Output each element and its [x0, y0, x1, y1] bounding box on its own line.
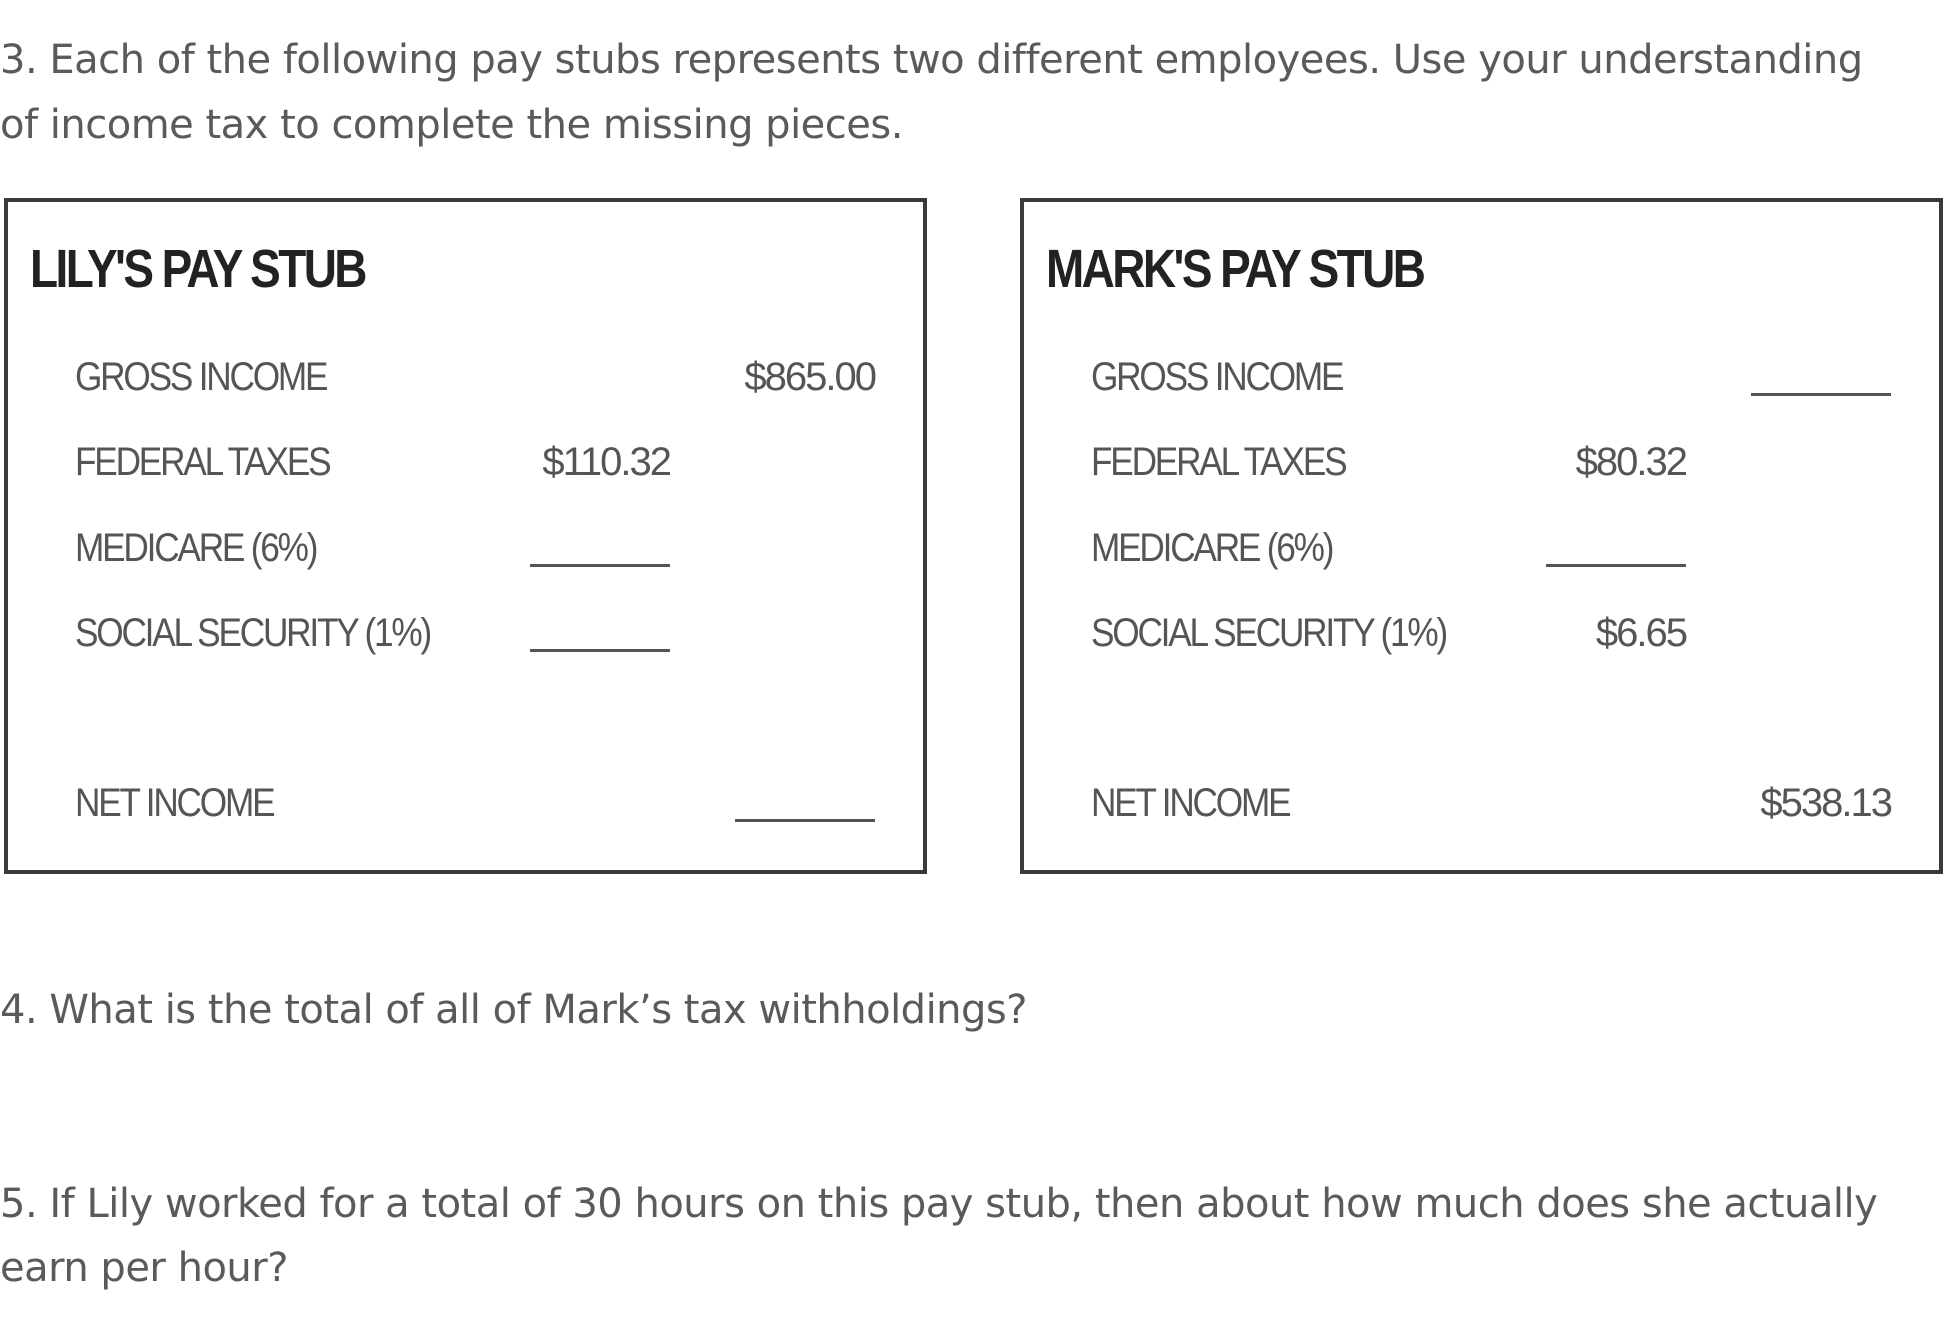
social-security-row: SOCIAL SECURITY (1%): [75, 611, 875, 661]
medicare-row: MEDICARE (6%): [1091, 526, 1891, 576]
gross-income-row: GROSS INCOME: [1091, 355, 1891, 405]
stub-title: LILY'S PAY STUB: [30, 239, 367, 299]
question-3-line-1: 3. Each of the following pay stubs repre…: [0, 37, 1863, 83]
row-label: FEDERAL TAXES: [75, 440, 332, 484]
medicare-blank[interactable]: [1546, 564, 1686, 567]
question-4: 4. What is the total of all of Mark’s ta…: [0, 987, 1028, 1033]
row-label: MEDICARE (6%): [75, 526, 319, 570]
federal-taxes-value: $110.32: [542, 440, 672, 484]
federal-taxes-row: FEDERAL TAXES $110.32: [75, 440, 875, 490]
social-security-row: SOCIAL SECURITY (1%) $6.65: [1091, 611, 1891, 661]
row-label: SOCIAL SECURITY (1%): [75, 611, 432, 655]
gross-income-value: $865.00: [744, 355, 877, 399]
net-income-blank[interactable]: [735, 819, 875, 822]
row-label: GROSS INCOME: [75, 355, 329, 399]
row-label: MEDICARE (6%): [1091, 526, 1335, 570]
federal-taxes-row: FEDERAL TAXES $80.32: [1091, 440, 1891, 490]
row-label: GROSS INCOME: [1091, 355, 1345, 399]
net-income-row: NET INCOME: [75, 781, 875, 831]
gross-income-row: GROSS INCOME $865.00: [75, 355, 877, 405]
question-5-line-2: earn per hour?: [0, 1245, 288, 1291]
question-3-line-2: of income tax to complete the missing pi…: [0, 102, 903, 148]
social-security-blank[interactable]: [530, 649, 670, 652]
mark-pay-stub: MARK'S PAY STUB GROSS INCOME FEDERAL TAX…: [1020, 198, 1943, 874]
net-income-row: NET INCOME $538.13: [1091, 781, 1893, 831]
social-security-value: $6.65: [1595, 611, 1688, 655]
row-label: FEDERAL TAXES: [1091, 440, 1348, 484]
net-income-value: $538.13: [1760, 781, 1893, 825]
lily-pay-stub: LILY'S PAY STUB GROSS INCOME $865.00 FED…: [4, 198, 927, 874]
row-label: SOCIAL SECURITY (1%): [1091, 611, 1448, 655]
federal-taxes-value: $80.32: [1575, 440, 1688, 484]
medicare-blank[interactable]: [530, 564, 670, 567]
question-5-line-1: 5. If Lily worked for a total of 30 hour…: [0, 1181, 1878, 1227]
stub-title: MARK'S PAY STUB: [1046, 239, 1426, 299]
gross-income-blank[interactable]: [1751, 393, 1891, 396]
medicare-row: MEDICARE (6%): [75, 526, 875, 576]
row-label: NET INCOME: [75, 781, 276, 825]
row-label: NET INCOME: [1091, 781, 1292, 825]
